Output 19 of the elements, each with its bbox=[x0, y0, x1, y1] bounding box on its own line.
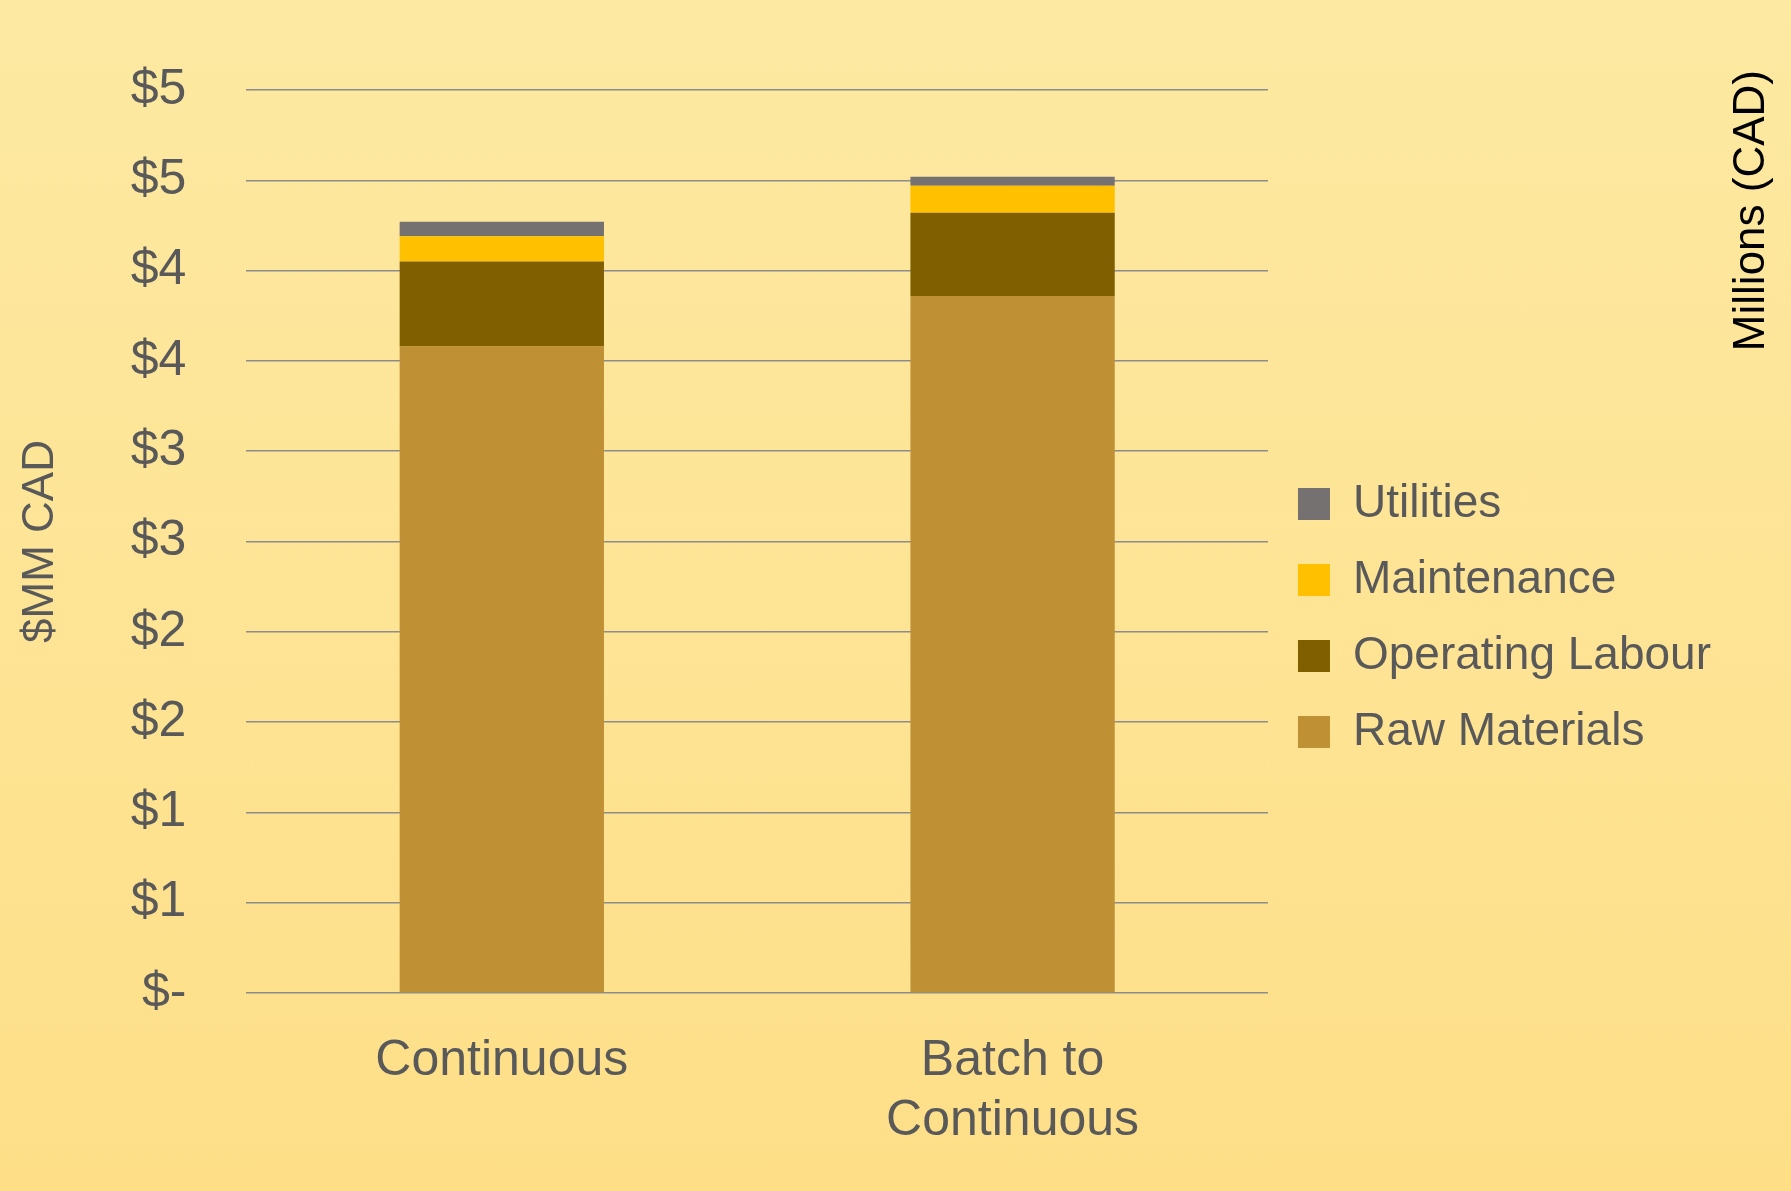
y-tick-label: $4 bbox=[130, 329, 187, 386]
x-tick-label: Batch to Continuous bbox=[886, 1029, 1140, 1146]
y-tick-label: $1 bbox=[130, 781, 187, 838]
y-tick-label: $5 bbox=[130, 149, 187, 206]
legend-label: Operating Labour bbox=[1352, 626, 1711, 679]
legend-label: Maintenance bbox=[1352, 550, 1617, 603]
text: Millions (CAD) bbox=[1724, 70, 1774, 352]
legend-label: Utilities bbox=[1352, 474, 1502, 527]
y-tick-label: $4 bbox=[130, 239, 187, 296]
y-axis-title: $MM CAD bbox=[12, 440, 62, 643]
y-tick-label: $3 bbox=[130, 510, 187, 567]
y-tick-label: $3 bbox=[130, 419, 187, 476]
x-tick-label: Continuous bbox=[375, 1029, 629, 1086]
y-tick-label: $- bbox=[141, 961, 187, 1018]
y-tick-label: $2 bbox=[130, 600, 187, 657]
y-tick-label: $5 bbox=[130, 58, 187, 115]
y-tick-label: $2 bbox=[130, 690, 187, 747]
legend-label: Raw Materials bbox=[1352, 702, 1645, 755]
y-tick-label: $1 bbox=[130, 871, 187, 928]
